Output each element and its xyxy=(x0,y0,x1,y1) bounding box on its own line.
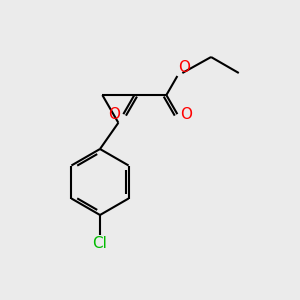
Text: O: O xyxy=(108,106,120,122)
Text: Cl: Cl xyxy=(93,236,107,251)
Text: O: O xyxy=(178,60,190,75)
Text: O: O xyxy=(180,106,192,122)
